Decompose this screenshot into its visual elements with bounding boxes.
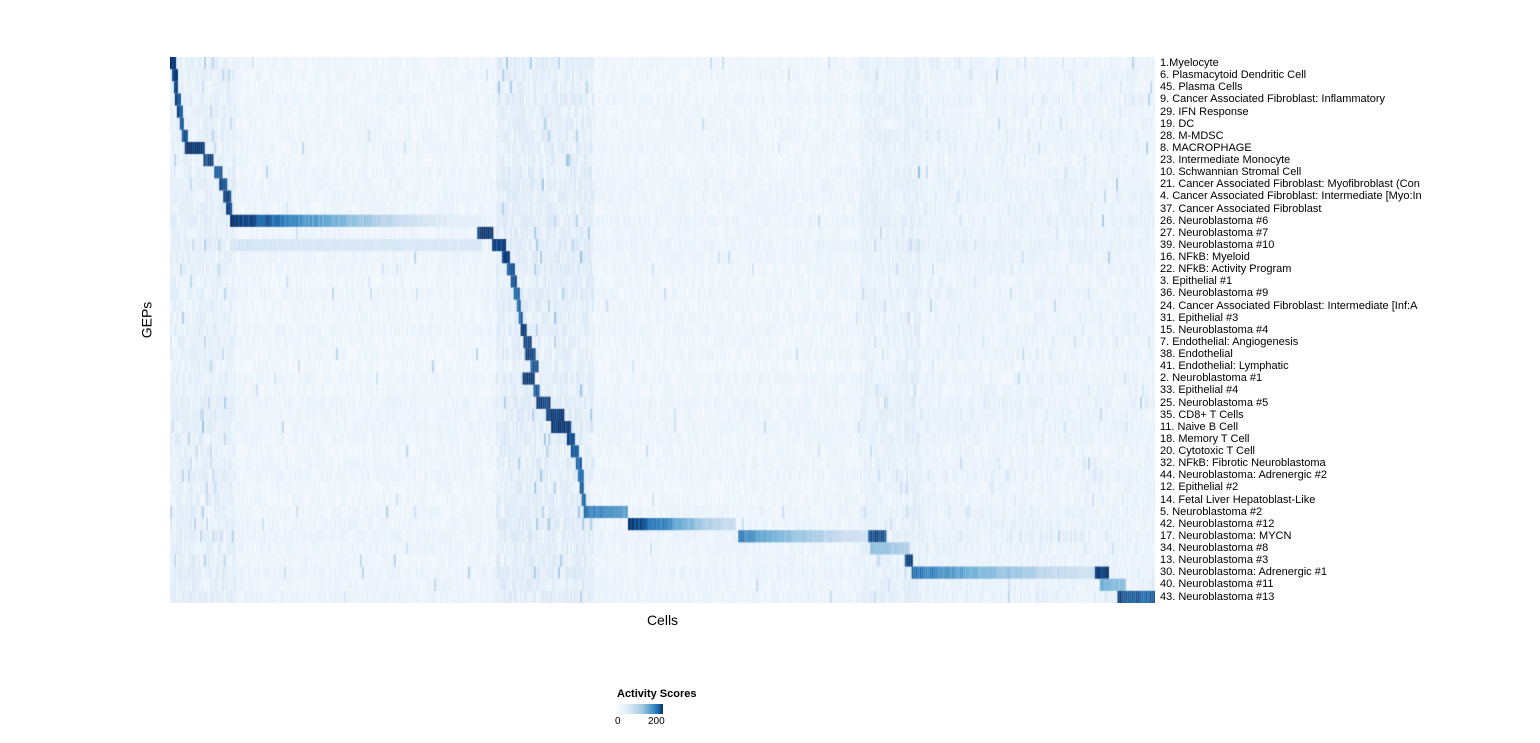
row-label: 27. Neuroblastoma #7 <box>1160 226 1269 239</box>
y-axis-label: GEPs <box>138 301 155 339</box>
row-label: 33. Epithelial #4 <box>1160 384 1239 397</box>
row-label: 14. Fetal Liver Hepatoblast-Like <box>1160 493 1316 506</box>
row-label: 42. Neuroblastoma #12 <box>1160 517 1275 530</box>
row-label: 38. Endothelial <box>1160 348 1233 360</box>
colorbar-legend: Activity Scores 0 200 <box>615 688 737 730</box>
row-labels: 1.Myelocyte 6. Plasmacytoid Dendritic Cel… <box>1160 57 1540 603</box>
row-label: 35. CD8+ T Cells <box>1160 408 1244 421</box>
row-label: 37. Cancer Associated Fibroblast <box>1160 202 1322 215</box>
row-label: 20. Cytotoxic T Cell <box>1160 445 1255 457</box>
legend-title: Activity Scores <box>617 688 697 700</box>
legend-gradient-bar <box>617 704 663 714</box>
row-label: 28. M-MDSC <box>1160 129 1224 142</box>
row-label: 10. Schwannian Stromal Cell <box>1160 166 1302 179</box>
row-label: 2. Neuroblastoma #1 <box>1160 372 1263 385</box>
row-label: 29. IFN Response <box>1160 105 1249 118</box>
row-label: 18. Memory T Cell <box>1160 432 1250 445</box>
row-label: 3. Epithelial #1 <box>1160 275 1233 288</box>
legend-ticks: 0 200 <box>615 716 737 730</box>
row-label: 34. Neuroblastoma #8 <box>1160 542 1269 554</box>
row-label: 32. NFkB: Fibrotic Neuroblastoma <box>1160 457 1326 470</box>
row-label: 22. NFkB: Activity Program <box>1160 263 1292 276</box>
row-label: 15. Neuroblastoma #4 <box>1160 323 1269 336</box>
row-label: 31. Epithelial #3 <box>1160 311 1239 324</box>
row-label: 41. Endothelial: Lymphatic <box>1160 360 1289 373</box>
row-label: 5. Neuroblastoma #2 <box>1160 505 1263 518</box>
row-label: 24. Cancer Associated Fibroblast: Interm… <box>1160 299 1418 312</box>
heatmap-canvas <box>170 57 1155 603</box>
row-label: 13. Neuroblastoma #3 <box>1160 554 1269 567</box>
row-label: 39. Neuroblastoma #10 <box>1160 238 1275 251</box>
row-label: 19. DC <box>1160 117 1195 130</box>
row-label: 44. Neuroblastoma: Adrenergic #2 <box>1160 469 1327 482</box>
row-label: 8. MACROPHAGE <box>1160 141 1252 154</box>
row-label: 11. Naive B Cell <box>1160 420 1239 433</box>
row-label: 17. Neuroblastoma: MYCN <box>1160 529 1292 542</box>
row-label: 36. Neuroblastoma #9 <box>1160 287 1269 300</box>
x-axis-label: Cells <box>646 612 679 628</box>
row-label: 12. Epithelial #2 <box>1160 481 1239 494</box>
legend-tick-0: 0 <box>615 716 621 727</box>
row-label: 7. Endothelial: Angiogenesis <box>1160 335 1299 348</box>
row-label: 4. Cancer Associated Fibroblast: Interme… <box>1160 190 1422 203</box>
row-label: 45. Plasma Cells <box>1160 81 1243 94</box>
row-label: 1.Myelocyte <box>1160 57 1219 69</box>
row-label: 25. Neuroblastoma #5 <box>1160 396 1269 409</box>
row-label: 43. Neuroblastoma #13 <box>1160 590 1275 603</box>
row-label: 23. Intermediate Monocyte <box>1160 154 1291 166</box>
row-label: 21. Cancer Associated Fibroblast: Myofib… <box>1160 178 1420 191</box>
legend-tick-200: 200 <box>648 716 665 727</box>
row-label: 16. NFkB: Myeloid <box>1160 251 1250 263</box>
row-label: 26. Neuroblastoma #6 <box>1160 214 1269 227</box>
row-label: 40. Neuroblastoma #11 <box>1160 578 1274 591</box>
row-label: 6. Plasmacytoid Dendritic Cell <box>1160 69 1307 82</box>
row-label: 9. Cancer Associated Fibroblast: Inflamm… <box>1160 93 1385 106</box>
row-label: 30. Neuroblastoma: Adrenergic #1 <box>1160 566 1327 579</box>
